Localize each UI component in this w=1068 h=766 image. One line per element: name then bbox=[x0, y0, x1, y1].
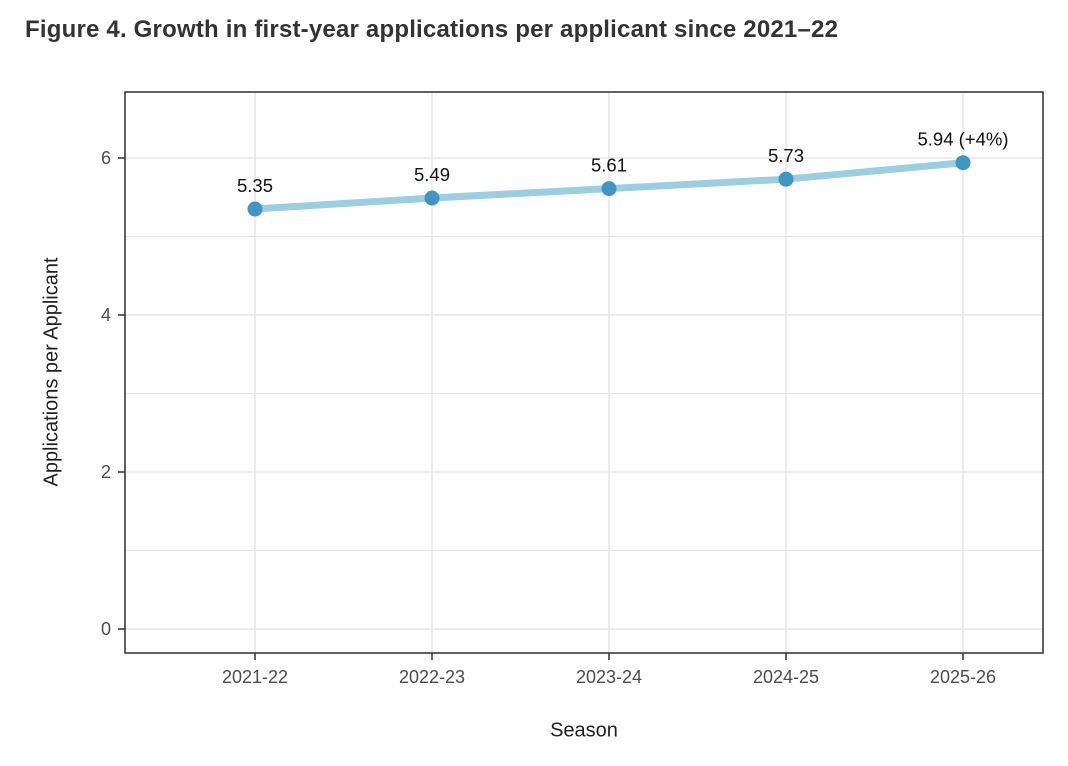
data-point bbox=[778, 171, 794, 187]
data-point-label: 5.49 bbox=[414, 164, 450, 185]
x-tick-label: 2024-25 bbox=[753, 667, 819, 687]
data-point bbox=[424, 190, 440, 206]
y-tick-label: 2 bbox=[101, 462, 111, 482]
x-tick-label: 2022-23 bbox=[399, 667, 465, 687]
x-tick-label: 2023-24 bbox=[576, 667, 642, 687]
y-axis-title: Applications per Applicant bbox=[40, 257, 63, 487]
data-point-label: 5.35 bbox=[237, 175, 273, 196]
y-tick-label: 0 bbox=[101, 619, 111, 639]
data-point bbox=[247, 201, 263, 217]
x-tick-label: 2021-22 bbox=[222, 667, 288, 687]
y-tick-label: 6 bbox=[101, 148, 111, 168]
data-point-label: 5.73 bbox=[768, 145, 804, 166]
x-axis-title: Season bbox=[550, 719, 618, 742]
x-tick-label: 2025-26 bbox=[930, 667, 996, 687]
data-point bbox=[955, 155, 971, 171]
figure-title: Figure 4. Growth in first-year applicati… bbox=[25, 16, 839, 43]
data-point-label: 5.61 bbox=[591, 155, 627, 176]
data-point-label: 5.94 (+4%) bbox=[917, 129, 1008, 150]
y-tick-label: 4 bbox=[101, 305, 111, 325]
panel-border bbox=[124, 91, 1044, 654]
data-point bbox=[601, 181, 617, 197]
panel-background bbox=[125, 92, 1043, 653]
